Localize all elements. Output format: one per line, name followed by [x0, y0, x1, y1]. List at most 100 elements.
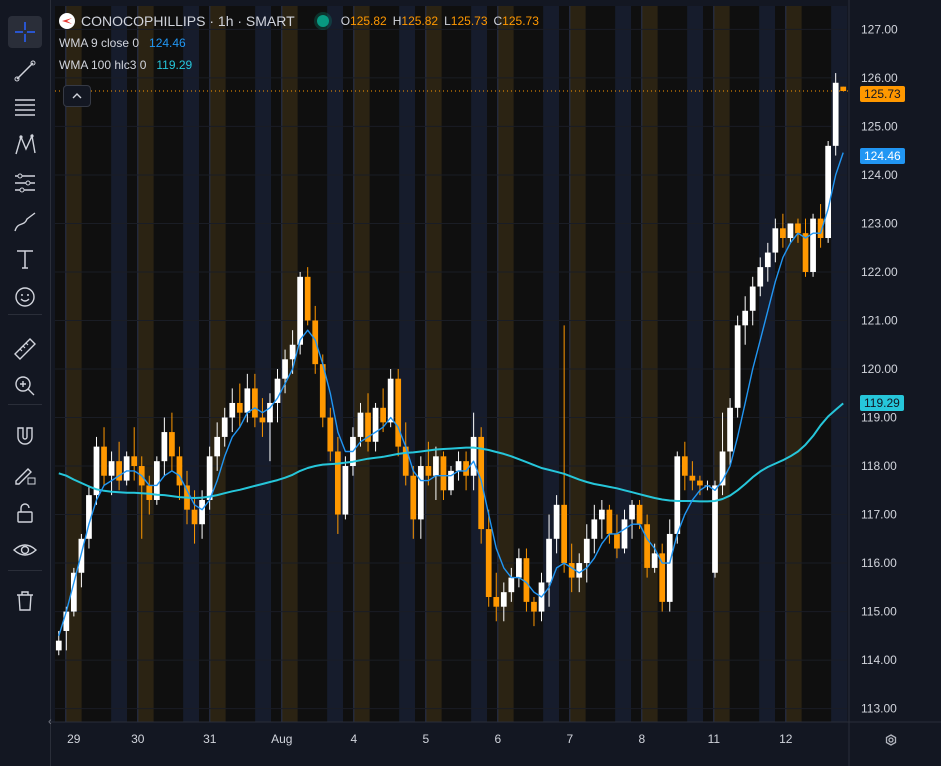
- candle-body: [70, 572, 77, 612]
- candle-body: [319, 364, 326, 418]
- ohlc-high: H125.82: [392, 14, 439, 28]
- indicator-wma9[interactable]: WMA 9 close 0 124.46: [59, 32, 545, 54]
- candle-body: [651, 553, 658, 568]
- candle-body: [810, 218, 816, 272]
- price-tick-label: 119.00: [861, 411, 897, 425]
- text-tool-button[interactable]: [8, 243, 42, 275]
- fib-tool-button[interactable]: [8, 167, 42, 199]
- candle-body: [267, 402, 273, 423]
- indicator-wma9-label: WMA 9 close 0: [59, 36, 140, 50]
- price-tick-label: 113.00: [861, 702, 897, 716]
- candle-body: [576, 563, 583, 578]
- candle-body: [229, 402, 236, 418]
- candle-body: [259, 417, 266, 423]
- price-tick-label: 114.00: [861, 653, 897, 667]
- symbol-title[interactable]: CONOCOPHILLIPS · 1h · SMART: [81, 13, 295, 29]
- candle-body: [93, 446, 100, 496]
- zoom-in-tool-button[interactable]: [8, 370, 42, 402]
- price-tick-label: 115.00: [861, 605, 897, 619]
- candle-body: [712, 485, 718, 573]
- magnet-tool-button[interactable]: [8, 421, 42, 453]
- time-tick-label: 6: [494, 732, 501, 746]
- candle-body: [742, 310, 749, 326]
- candle-body: [395, 378, 402, 447]
- candle-body: [297, 276, 304, 345]
- brush-tool-button[interactable]: [8, 206, 42, 238]
- premarket-session-band: [281, 6, 298, 722]
- price-tick-label: 120.00: [861, 362, 898, 376]
- ohlc-close: C125.73: [493, 14, 539, 28]
- postmarket-session-band: [111, 6, 127, 722]
- premarket-session-band: [209, 6, 226, 722]
- candle-body: [493, 597, 500, 607]
- candle-body: [425, 466, 432, 476]
- collapse-legend-button[interactable]: [63, 85, 91, 107]
- trash-tool-button[interactable]: [8, 585, 42, 617]
- trend-line-tool-button[interactable]: [8, 55, 42, 87]
- postmarket-session-band: [471, 6, 487, 722]
- candle-body: [591, 519, 598, 539]
- candle-body: [516, 558, 522, 578]
- candle-body: [614, 533, 620, 549]
- candle-body: [101, 446, 107, 476]
- candle-body: [787, 223, 794, 239]
- price-chart[interactable]: 127.00 126.00 125.00 124.00 123.00 122.00 121.…: [51, 0, 941, 766]
- wma9-line: [58, 152, 844, 637]
- candle-body: [689, 475, 696, 481]
- chart-area[interactable]: 127.00 126.00 125.00 124.00 123.00 122.00 121.…: [48, 0, 941, 766]
- postmarket-session-band: [615, 6, 631, 722]
- candle-body: [470, 436, 477, 476]
- premarket-session-band: [569, 6, 586, 722]
- postmarket-session-band: [831, 6, 847, 722]
- time-tick-label: 4: [350, 732, 357, 746]
- time-tick-label: 5: [422, 732, 429, 746]
- pattern-tool-button[interactable]: [8, 129, 42, 161]
- market-status-icon[interactable]: [316, 15, 329, 27]
- lock-pencil-tool-button[interactable]: [8, 458, 42, 490]
- premarket-session-band: [65, 6, 82, 722]
- price-tick-label: 125.00: [861, 119, 898, 133]
- unlock-tool-button[interactable]: [8, 497, 42, 529]
- candle-body: [636, 504, 643, 525]
- ohlc-open: O125.82: [340, 14, 387, 28]
- chart-settings-icon[interactable]: [882, 731, 900, 749]
- candle-body: [221, 417, 228, 437]
- candle-body: [123, 456, 130, 481]
- candle-body: [380, 407, 386, 423]
- drawing-toolbar: [0, 0, 51, 766]
- smiley-icon: [15, 287, 35, 307]
- smiley-tool-button[interactable]: [8, 281, 42, 313]
- price-tick-label: 126.00: [861, 71, 898, 85]
- candle-body: [161, 432, 168, 462]
- ruler-tool-button[interactable]: [8, 333, 42, 365]
- candle-body: [727, 407, 733, 452]
- indicator-wma100[interactable]: WMA 100 hlc3 0 119.29: [59, 54, 545, 76]
- chevron-left-icon[interactable]: ‹: [48, 716, 52, 728]
- crosshair-tool-button[interactable]: [8, 16, 42, 48]
- candle-body: [365, 412, 371, 442]
- candle-body: [131, 456, 138, 467]
- zoom-in-icon: [15, 376, 35, 396]
- candle-body: [523, 558, 530, 602]
- candle-body: [63, 611, 70, 631]
- candle-body: [780, 228, 786, 239]
- magnet-icon: [17, 427, 33, 445]
- candle-body: [583, 538, 590, 564]
- candle-body: [55, 640, 62, 651]
- candle-body: [832, 82, 839, 146]
- candle-body: [236, 402, 243, 413]
- postmarket-session-band: [327, 6, 343, 722]
- last-price-badge: 125.73: [860, 86, 905, 102]
- candle-body: [764, 252, 771, 268]
- price-tick-label: 117.00: [861, 508, 897, 522]
- candle-body: [674, 456, 681, 534]
- horizontal-lines-tool-button[interactable]: [8, 91, 42, 123]
- candle-body: [757, 267, 764, 287]
- price-tick-label: 118.00: [861, 459, 897, 473]
- candle-body: [681, 456, 688, 476]
- unlock-icon: [17, 503, 33, 523]
- eye-tool-button[interactable]: [8, 534, 42, 566]
- candle-body: [629, 504, 635, 520]
- candle-body: [606, 509, 613, 534]
- crosshair-icon: [15, 22, 35, 42]
